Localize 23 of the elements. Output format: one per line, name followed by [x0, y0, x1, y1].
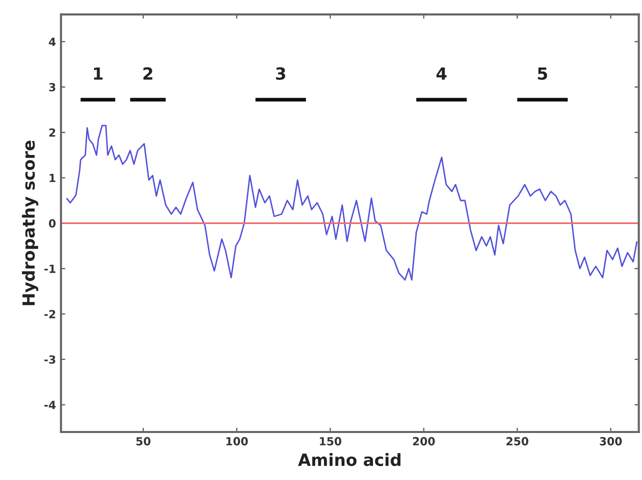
x-tick-label: 250	[506, 437, 528, 446]
y-tick-label: -4	[44, 400, 56, 409]
x-tick-label: 300	[600, 437, 622, 446]
x-tick-label: 50	[136, 437, 150, 446]
y-axis-title: Hydropathy score	[22, 140, 38, 306]
y-tick-label: 1	[50, 174, 56, 182]
y-tick-label: -3	[44, 355, 56, 364]
y-tick-label: 2	[49, 128, 56, 137]
series-label: 2	[143, 67, 152, 80]
x-tick-label: 100	[226, 437, 248, 446]
y-tick-label: 4	[48, 38, 56, 46]
series-label: 1	[94, 67, 103, 80]
y-tick-label: 0	[48, 219, 56, 228]
series-label: 3	[276, 67, 286, 80]
line-series	[66, 124, 638, 281]
x-tick-label: 200	[413, 437, 435, 446]
series-label: 5	[538, 67, 548, 80]
y-tick-label: -1	[44, 264, 56, 273]
y-tick-label: 3	[49, 83, 56, 92]
series-label: 4	[436, 67, 447, 80]
x-tick-label: 150	[320, 437, 342, 446]
y-tick-label: -2	[44, 310, 56, 318]
x-axis-title: Amino acid	[298, 453, 400, 466]
